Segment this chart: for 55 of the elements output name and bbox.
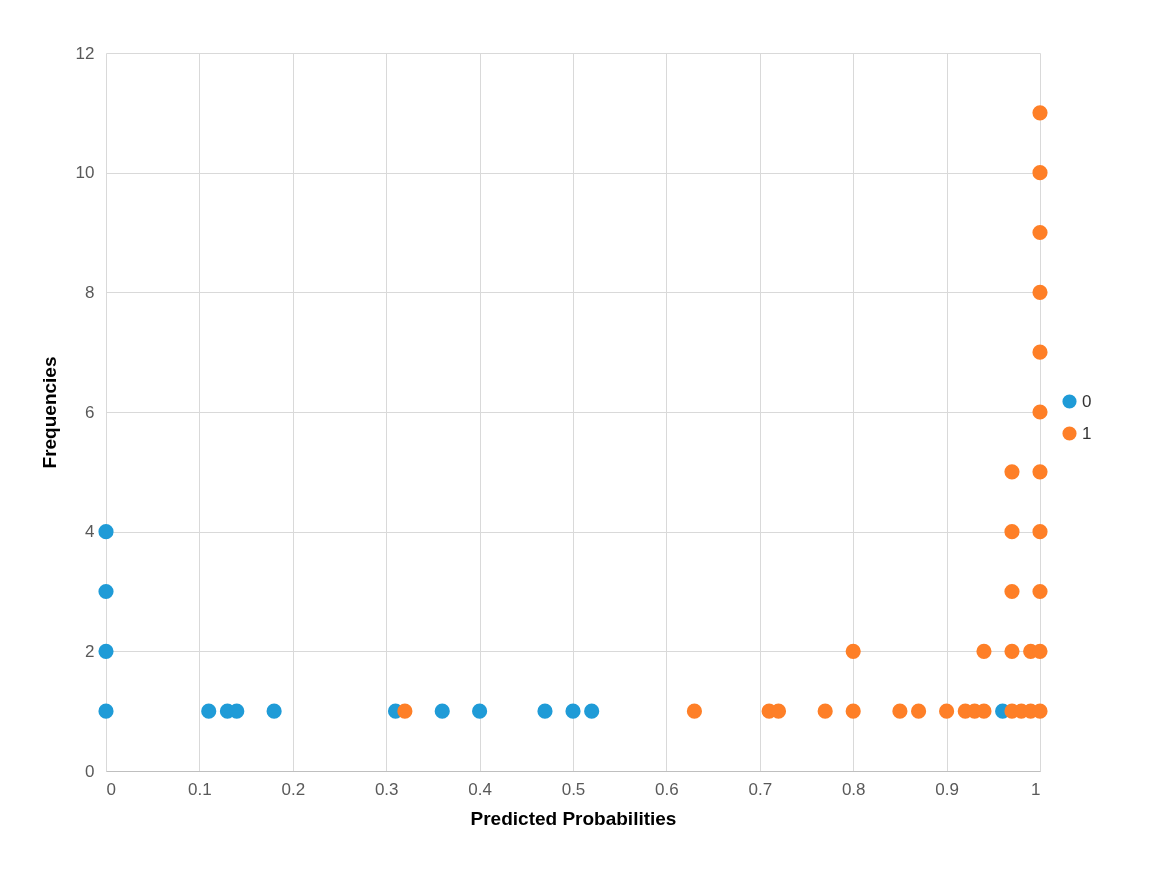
- x-axis-title: Predicted Probabilities: [470, 807, 677, 829]
- point: [98, 583, 114, 600]
- point: [565, 703, 581, 719]
- legend-label: 0: [1082, 391, 1092, 411]
- point: [1032, 524, 1048, 540]
- point: [845, 703, 861, 719]
- point: [976, 643, 992, 659]
- point: [1004, 643, 1020, 659]
- point: [1032, 404, 1048, 420]
- point: [939, 703, 955, 719]
- point: [537, 703, 553, 719]
- point: [686, 703, 702, 719]
- point: [817, 703, 833, 719]
- x-tick-label: 0.5: [561, 779, 586, 799]
- point: [1032, 284, 1048, 300]
- point: [201, 703, 217, 719]
- legend-label: 1: [1082, 423, 1092, 443]
- y-tick-label: 8: [85, 282, 95, 302]
- y-axis-title: Frequencies: [38, 356, 60, 469]
- point: [98, 643, 114, 659]
- y-tick-label: 12: [75, 43, 95, 63]
- point: [1004, 524, 1020, 540]
- y-tick-label: 4: [85, 522, 95, 542]
- point: [434, 703, 450, 719]
- point: [1032, 105, 1048, 121]
- x-tick-label: 0.1: [188, 779, 212, 799]
- point: [98, 524, 114, 540]
- x-tick-label: 0.4: [468, 779, 492, 799]
- x-tick-label: 0.7: [748, 779, 773, 799]
- x-tick-label: 0.8: [841, 779, 866, 799]
- point: [1032, 464, 1048, 480]
- x-tick-label: 0: [106, 779, 116, 799]
- point: [1004, 464, 1020, 480]
- y-tick-label: 6: [85, 402, 95, 422]
- x-tick-label: 1: [1031, 779, 1041, 799]
- point: [397, 703, 413, 719]
- point: [98, 703, 114, 719]
- point: [472, 703, 488, 719]
- point: [1032, 583, 1048, 600]
- point: [1032, 344, 1048, 360]
- x-tick-label: 0.9: [935, 779, 959, 799]
- point: [1004, 583, 1020, 600]
- y-tick-label: 10: [75, 163, 95, 183]
- point: [892, 703, 908, 719]
- point: [1032, 165, 1048, 181]
- point: [266, 703, 282, 719]
- x-tick-label: 0.3: [374, 779, 399, 799]
- point: [584, 703, 600, 719]
- y-tick-label: 0: [85, 761, 95, 781]
- x-tick-label: 0.2: [281, 779, 306, 799]
- point: [845, 643, 861, 659]
- point: [1032, 224, 1048, 241]
- y-tick-label: 2: [85, 641, 95, 661]
- x-tick-label: 0.6: [655, 779, 679, 799]
- point: [911, 703, 927, 719]
